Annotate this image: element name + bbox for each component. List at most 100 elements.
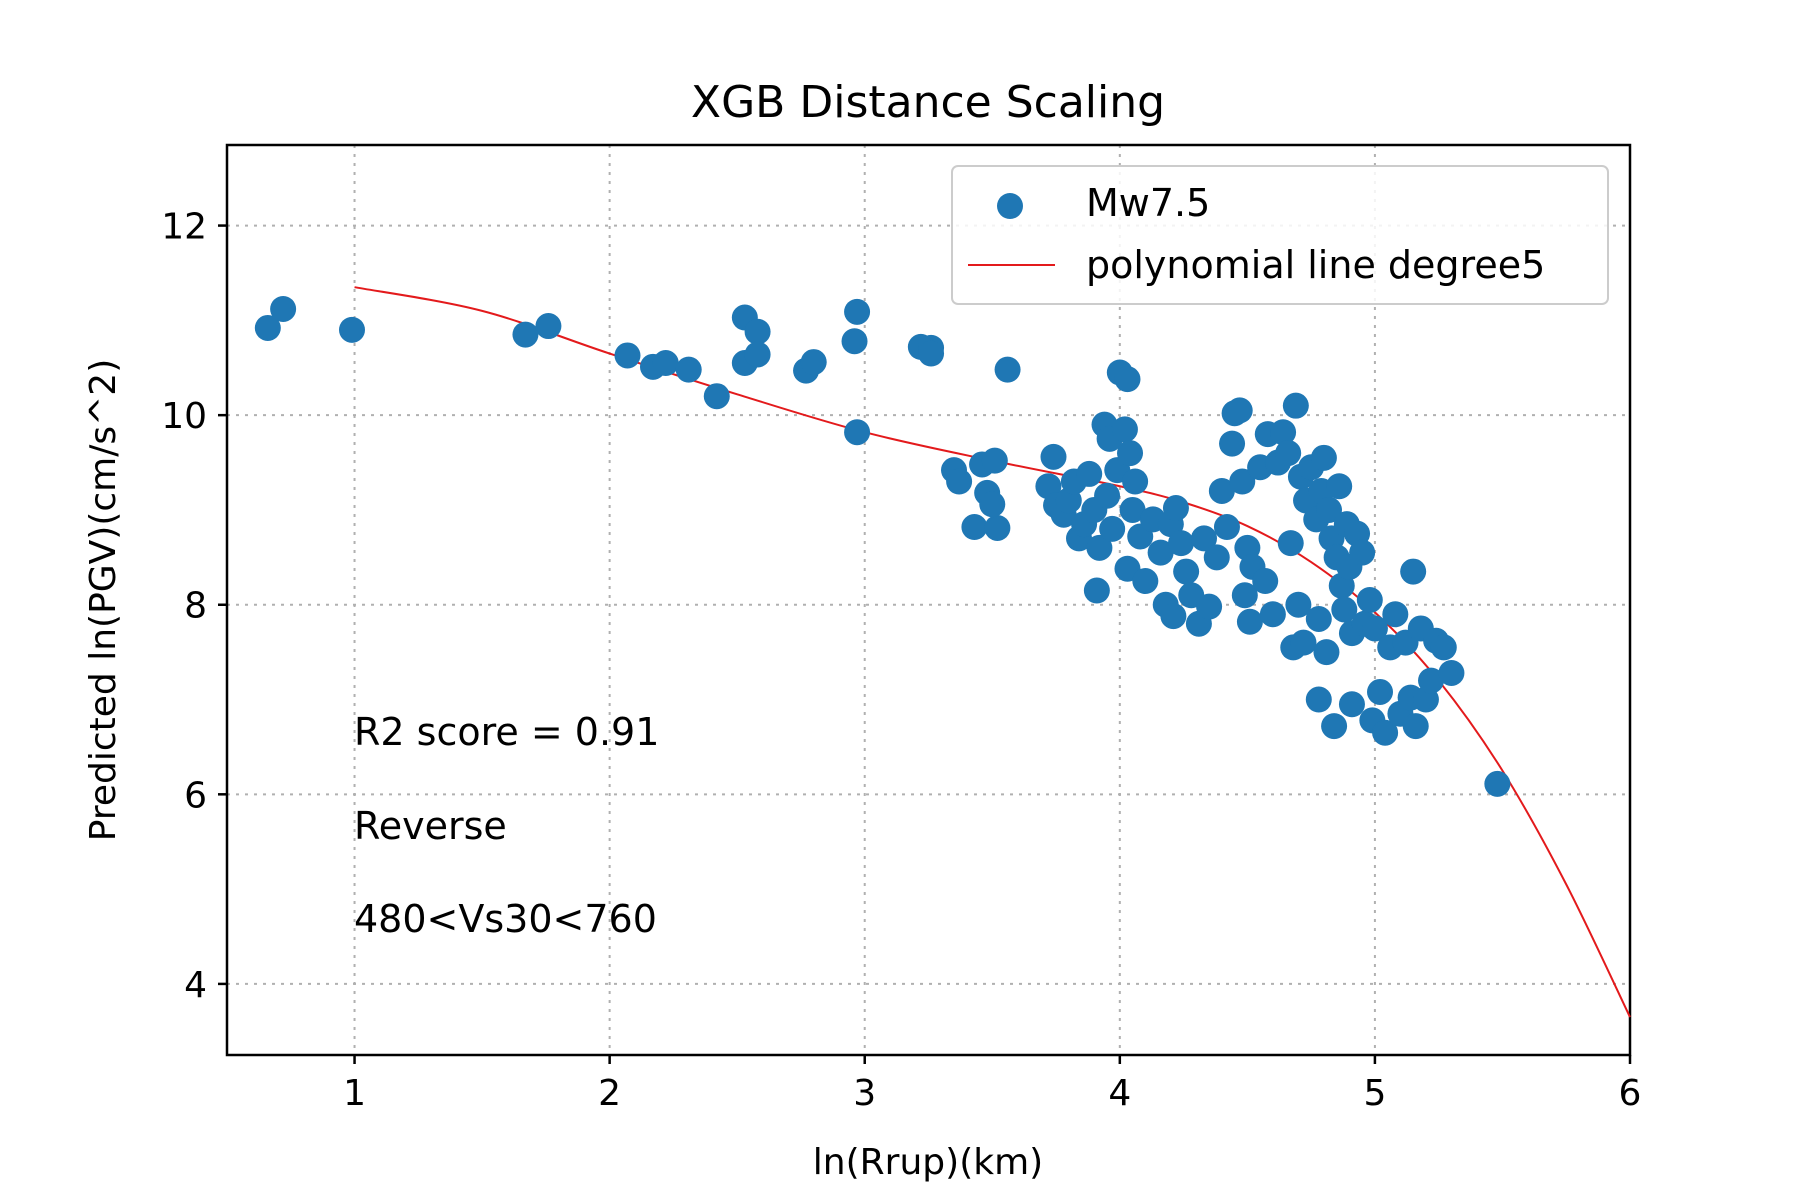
data-point (1086, 534, 1113, 561)
data-point (1083, 577, 1110, 604)
data-point (1305, 686, 1332, 713)
data-point (1326, 473, 1353, 500)
data-point (841, 328, 868, 355)
data-point (1208, 477, 1235, 504)
chart-title: XGB Distance Scaling (691, 77, 1165, 128)
data-point (1226, 397, 1253, 424)
data-point (961, 514, 988, 541)
data-point (1438, 659, 1465, 686)
legend-marker-mw75 (997, 193, 1023, 219)
data-point (1275, 440, 1302, 467)
y-tick-label: 10 (161, 396, 207, 437)
y-tick-label: 6 (184, 775, 207, 816)
data-point (1196, 593, 1223, 620)
data-point (1338, 691, 1365, 718)
data-point (1484, 770, 1511, 797)
data-point (1356, 587, 1383, 613)
data-point (1349, 539, 1376, 566)
y-axis-label: Predicted ln(PGV)(cm/s^2) (83, 359, 124, 841)
x-tick-label: 3 (853, 1073, 876, 1114)
data-point (614, 342, 641, 369)
data-point (1372, 719, 1399, 746)
data-point (1231, 582, 1258, 609)
x-tick-label: 4 (1108, 1073, 1131, 1114)
data-point (1132, 568, 1159, 595)
data-point (1236, 608, 1263, 635)
data-point (1099, 515, 1126, 542)
data-point (1305, 605, 1332, 632)
data-point (1361, 615, 1388, 642)
data-point (1213, 514, 1240, 541)
data-point (512, 321, 539, 348)
data-point (270, 295, 297, 322)
data-point (1168, 530, 1195, 557)
data-point (1400, 558, 1427, 585)
data-point (1285, 591, 1312, 618)
data-point (1259, 601, 1286, 628)
x-tick-label: 1 (343, 1073, 366, 1114)
data-point (1252, 568, 1279, 595)
x-tick-label: 5 (1363, 1073, 1386, 1114)
data-point (1321, 713, 1348, 740)
data-point (1229, 468, 1256, 495)
annotation-vs30: 480<Vs30<760 (354, 897, 657, 941)
data-point (1111, 416, 1138, 443)
data-point (844, 298, 871, 325)
data-point (1418, 667, 1445, 694)
data-point (1160, 603, 1187, 630)
legend-box (951, 165, 1609, 305)
data-point (744, 341, 771, 368)
data-point (1315, 496, 1342, 523)
data-point (1282, 392, 1309, 419)
data-point (1162, 495, 1189, 522)
data-point (338, 316, 365, 343)
data-point (1310, 444, 1337, 471)
data-point (675, 356, 702, 383)
data-point (1219, 430, 1246, 457)
data-point (800, 349, 827, 376)
annotation-fault-type: Reverse (354, 804, 507, 848)
data-point (994, 356, 1021, 383)
data-point (981, 447, 1008, 474)
data-point (1040, 443, 1067, 470)
data-point (1114, 366, 1141, 393)
data-point (744, 318, 771, 345)
x-tick-label: 6 (1619, 1073, 1642, 1114)
plot-area (225, 143, 1632, 1057)
data-point (1290, 629, 1317, 656)
x-axis-label: ln(Rrup)(km) (813, 1142, 1043, 1183)
data-point (1313, 639, 1340, 666)
data-point (1277, 530, 1304, 557)
data-point (1094, 482, 1121, 509)
y-tick-label: 4 (184, 965, 207, 1006)
data-point (652, 350, 679, 377)
data-point (1190, 525, 1217, 552)
scatter-points (254, 295, 1511, 797)
data-point (254, 314, 281, 341)
legend-label-polynomial: polynomial line degree5 (1086, 243, 1545, 287)
data-point (1367, 678, 1394, 705)
legend-label-mw75: Mw7.5 (1086, 181, 1210, 225)
data-point (984, 514, 1011, 541)
data-point (1270, 419, 1297, 446)
data-point (946, 468, 973, 495)
data-point (918, 340, 945, 367)
data-point (979, 491, 1006, 518)
x-tick-label: 2 (598, 1073, 621, 1114)
annotation-r2: R2 score = 0.91 (354, 710, 659, 754)
data-point (1117, 440, 1144, 467)
data-point (1430, 634, 1457, 661)
data-point (1402, 713, 1429, 740)
data-point (703, 383, 730, 410)
data-point (1119, 496, 1146, 523)
data-point (1382, 601, 1409, 628)
data-point (1203, 544, 1230, 571)
legend: Mw7.5 polynomial line degree5 (951, 165, 1609, 305)
data-point (1331, 596, 1358, 623)
data-point (1122, 468, 1149, 495)
data-point (1173, 558, 1200, 585)
data-point (535, 313, 562, 340)
annotations: R2 score = 0.91 Reverse 480<Vs30<760 (354, 710, 659, 941)
